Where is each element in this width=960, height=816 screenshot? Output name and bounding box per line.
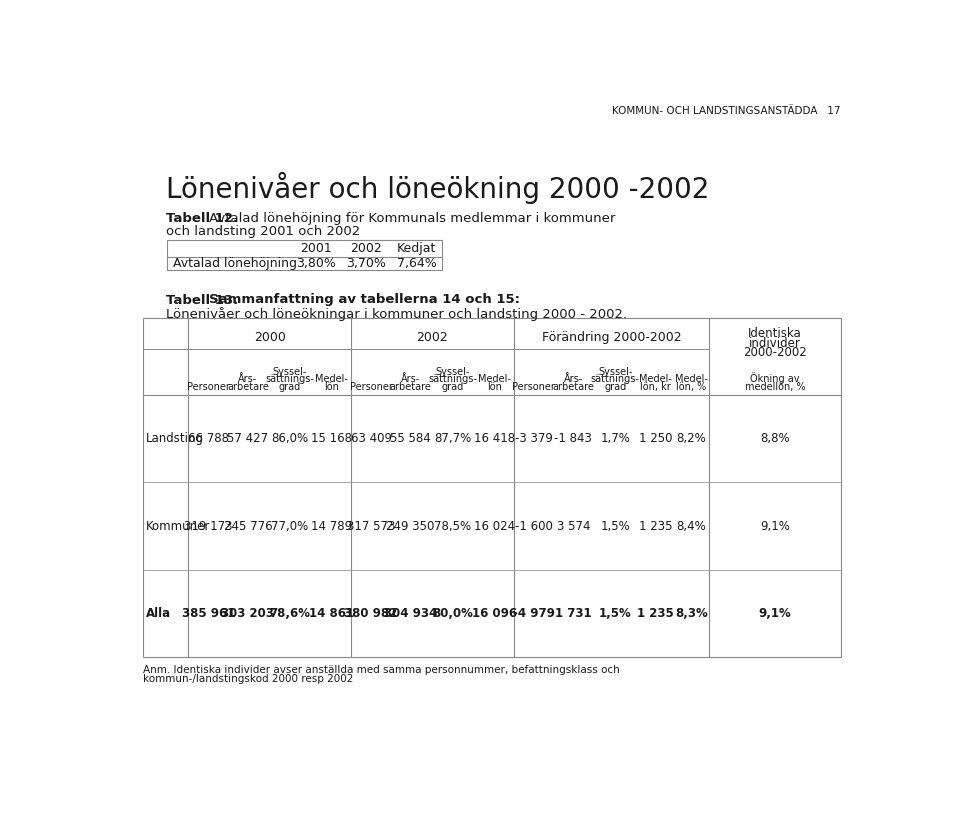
- Text: 3 574: 3 574: [557, 520, 590, 533]
- Text: 8,8%: 8,8%: [760, 432, 790, 446]
- Text: 8,4%: 8,4%: [676, 520, 706, 533]
- Text: 7,64%: 7,64%: [396, 257, 436, 270]
- Text: 15 168: 15 168: [311, 432, 352, 446]
- Text: 1,7%: 1,7%: [600, 432, 630, 446]
- Text: 2002: 2002: [417, 331, 448, 344]
- Text: 317 573: 317 573: [347, 520, 396, 533]
- Text: 80,0%: 80,0%: [432, 607, 473, 620]
- Text: arbetare: arbetare: [552, 382, 594, 392]
- Text: 303 203: 303 203: [222, 607, 275, 620]
- Text: Syssel-: Syssel-: [435, 366, 469, 377]
- Text: lön, kr: lön, kr: [640, 382, 671, 392]
- Text: arbetare: arbetare: [390, 382, 432, 392]
- Text: Kedjat: Kedjat: [396, 242, 436, 255]
- Text: -4 979: -4 979: [513, 607, 555, 620]
- Text: 1,5%: 1,5%: [600, 520, 630, 533]
- Text: 8,3%: 8,3%: [675, 607, 708, 620]
- Text: 78,5%: 78,5%: [434, 520, 471, 533]
- Text: 3,70%: 3,70%: [347, 257, 386, 270]
- Text: Års-: Års-: [564, 375, 583, 384]
- Bar: [143, 318, 841, 657]
- Text: och landsting 2001 och 2002: och landsting 2001 och 2002: [166, 225, 361, 238]
- Text: 385 961: 385 961: [181, 607, 235, 620]
- Text: Alla: Alla: [146, 607, 172, 620]
- Text: sättnings-: sättnings-: [428, 375, 477, 384]
- Text: grad: grad: [442, 382, 464, 392]
- Text: Medel-: Medel-: [315, 375, 348, 384]
- Text: 1 250: 1 250: [638, 432, 672, 446]
- Text: 249 350: 249 350: [387, 520, 435, 533]
- Text: Lönenivåer och löneökningar i kommuner och landsting 2000 - 2002.: Lönenivåer och löneökningar i kommuner o…: [166, 307, 628, 321]
- Text: lön, %: lön, %: [676, 382, 707, 392]
- Text: 14 789: 14 789: [311, 520, 352, 533]
- Text: 1,5%: 1,5%: [599, 607, 632, 620]
- Text: 2001: 2001: [300, 242, 331, 255]
- Text: Anm. Identiska individer avser anställda med samma personnummer, befattningsklas: Anm. Identiska individer avser anställda…: [143, 665, 620, 675]
- Text: lön: lön: [487, 382, 502, 392]
- Text: individer: individer: [749, 337, 801, 349]
- Text: Tabell 13.: Tabell 13.: [166, 294, 239, 307]
- Text: 1 235: 1 235: [637, 607, 674, 620]
- Text: 3,80%: 3,80%: [296, 257, 336, 270]
- Text: 245 776: 245 776: [224, 520, 273, 533]
- Text: sättnings-: sättnings-: [590, 375, 639, 384]
- Text: Ökning av: Ökning av: [750, 372, 800, 384]
- Text: -1 843: -1 843: [555, 432, 592, 446]
- Text: 9,1%: 9,1%: [760, 520, 790, 533]
- Text: Landsting: Landsting: [146, 432, 204, 446]
- Text: 77,0%: 77,0%: [271, 520, 308, 533]
- Text: lön: lön: [324, 382, 339, 392]
- Text: 1 235: 1 235: [638, 520, 672, 533]
- Bar: [166, 240, 442, 270]
- Text: KOMMUN- OCH LANDSTINGSANSTÄDDA   17: KOMMUN- OCH LANDSTINGSANSTÄDDA 17: [612, 106, 841, 117]
- Text: Medel-: Medel-: [478, 375, 511, 384]
- Text: Kommuner: Kommuner: [146, 520, 211, 533]
- Text: 63 409: 63 409: [350, 432, 392, 446]
- Text: 86,0%: 86,0%: [271, 432, 308, 446]
- Text: Syssel-: Syssel-: [598, 366, 633, 377]
- Text: grad: grad: [278, 382, 300, 392]
- Text: 380 982: 380 982: [345, 607, 397, 620]
- Text: Lönenivåer och löneökning 2000 -2002: Lönenivåer och löneökning 2000 -2002: [166, 172, 709, 204]
- Text: 8,2%: 8,2%: [676, 432, 706, 446]
- Text: 78,6%: 78,6%: [269, 607, 310, 620]
- Text: Personer: Personer: [513, 382, 555, 392]
- Text: 16 024: 16 024: [474, 520, 515, 533]
- Text: 319 173: 319 173: [184, 520, 232, 533]
- Text: Avtalad lönehöjning: Avtalad lönehöjning: [173, 257, 297, 270]
- Text: Personer: Personer: [349, 382, 393, 392]
- Text: arbetare: arbetare: [227, 382, 269, 392]
- Text: sättnings-: sättnings-: [265, 375, 314, 384]
- Text: 9,1%: 9,1%: [758, 607, 791, 620]
- Text: Personer: Personer: [187, 382, 229, 392]
- Text: 16 418: 16 418: [474, 432, 515, 446]
- Text: 14 861: 14 861: [309, 607, 354, 620]
- Text: Års-: Års-: [401, 375, 420, 384]
- Text: Förändring 2000-2002: Förändring 2000-2002: [541, 331, 682, 344]
- Text: Syssel-: Syssel-: [273, 366, 307, 377]
- Text: 2000: 2000: [253, 331, 285, 344]
- Text: 1 731: 1 731: [555, 607, 591, 620]
- Text: Medel-: Medel-: [639, 375, 672, 384]
- Text: 304 934: 304 934: [384, 607, 437, 620]
- Text: 2002: 2002: [350, 242, 382, 255]
- Text: -3 379: -3 379: [515, 432, 553, 446]
- Text: Identiska: Identiska: [748, 327, 802, 340]
- Text: Sammanfattning av tabellerna 14 och 15:: Sammanfattning av tabellerna 14 och 15:: [209, 294, 520, 307]
- Text: 2000-2002: 2000-2002: [743, 346, 806, 359]
- Text: grad: grad: [604, 382, 626, 392]
- Text: -1 600: -1 600: [515, 520, 553, 533]
- Text: Års-: Års-: [238, 375, 257, 384]
- Text: kommun-/landstingskod 2000 resp 2002: kommun-/landstingskod 2000 resp 2002: [143, 674, 353, 684]
- Text: 87,7%: 87,7%: [434, 432, 471, 446]
- Text: 66 788: 66 788: [188, 432, 228, 446]
- Text: 55 584: 55 584: [391, 432, 431, 446]
- Text: Avtalad lönehöjning för Kommunals medlemmar i kommuner: Avtalad lönehöjning för Kommunals medlem…: [209, 212, 615, 225]
- Text: Medel-: Medel-: [675, 375, 708, 384]
- Text: medellön, %: medellön, %: [745, 382, 805, 392]
- Text: Tabell 12.: Tabell 12.: [166, 212, 239, 225]
- Text: 57 427: 57 427: [228, 432, 269, 446]
- Text: 16 096: 16 096: [471, 607, 516, 620]
